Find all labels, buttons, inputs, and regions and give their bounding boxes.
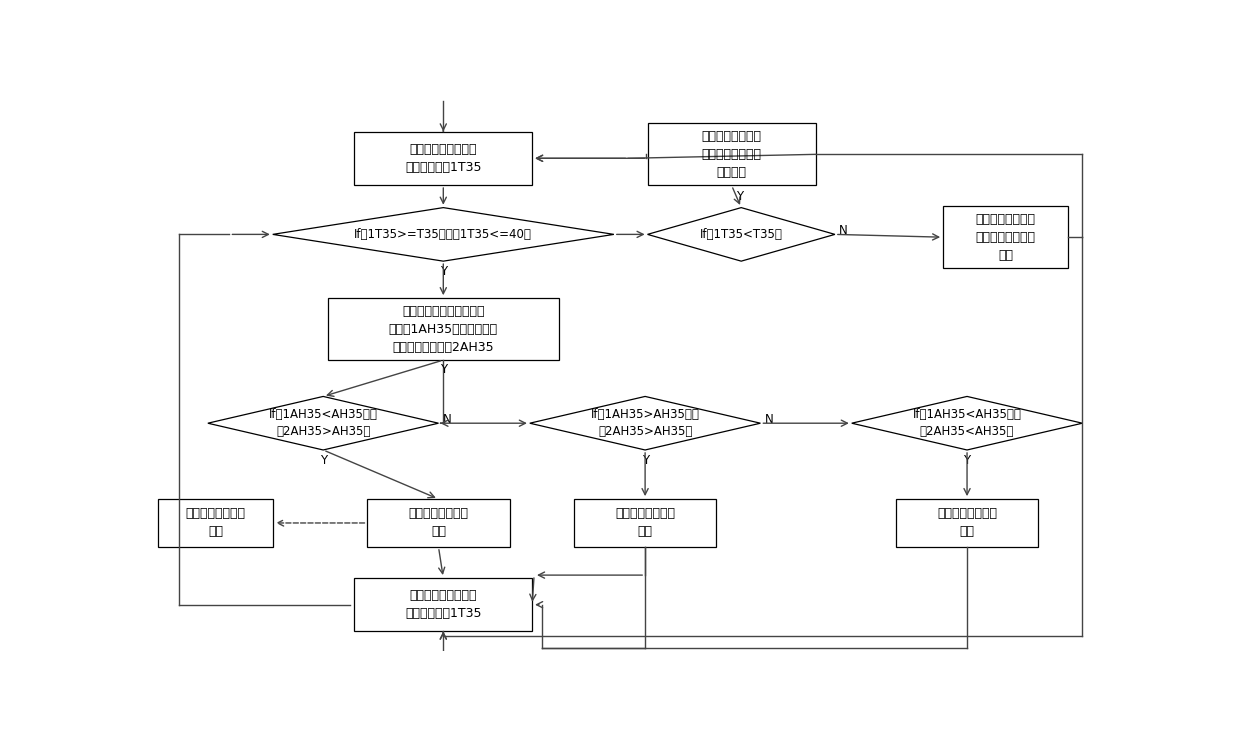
Polygon shape [529, 397, 760, 450]
Text: N: N [765, 413, 774, 426]
Bar [897, 499, 1038, 547]
Polygon shape [852, 397, 1083, 450]
Bar [355, 132, 532, 185]
Bar [355, 578, 532, 632]
Text: If（1AH35<AH35）且
（2AH35<AH35）: If（1AH35<AH35）且 （2AH35<AH35） [913, 408, 1022, 438]
Polygon shape [208, 397, 439, 450]
Text: N: N [839, 224, 848, 237]
Bar [157, 499, 273, 547]
Text: Y: Y [735, 190, 743, 203]
Text: Y: Y [320, 454, 326, 467]
Text: 获取第一温湿度采集装置
湿度倃1AH35和第二温湿度
采集装置的湿度倃2AH35: 获取第一温湿度采集装置 湿度倃1AH35和第二温湿度 采集装置的湿度倃2AH35 [388, 305, 498, 354]
Bar [574, 499, 717, 547]
Text: 维续增加第二加热
装置和第一加热装
置的功率: 维续增加第二加热 装置和第一加热装 置的功率 [702, 130, 761, 179]
Text: 提高第一加热装置
功率: 提高第一加热装置 功率 [408, 507, 469, 539]
Text: 增大第二加热装置
功率: 增大第二加热装置 功率 [937, 507, 997, 539]
Bar [327, 298, 558, 360]
Polygon shape [647, 208, 835, 261]
Polygon shape [273, 208, 614, 261]
Text: 降低第一加热装置
功率: 降低第一加热装置 功率 [615, 507, 675, 539]
Text: If（1AH35>AH35）且
（2AH35>AH35）: If（1AH35>AH35）且 （2AH35>AH35） [590, 408, 699, 438]
Text: 增大第二加热装置
功率: 增大第二加热装置 功率 [186, 507, 246, 539]
Text: 获取第一温湿度采集
装置的温度倃1T35: 获取第一温湿度采集 装置的温度倃1T35 [405, 589, 481, 620]
Text: If（1AH35<AH35）且
（2AH35>AH35）: If（1AH35<AH35）且 （2AH35>AH35） [269, 408, 378, 438]
Text: Y: Y [641, 454, 649, 467]
Text: 获取第一温湿度采集
装置的温度倃1T35: 获取第一温湿度采集 装置的温度倃1T35 [405, 143, 481, 173]
Bar [944, 206, 1068, 268]
Bar [367, 499, 510, 547]
Text: 降低第二加热装置
和第一加热装置的
功率: 降低第二加热装置 和第一加热装置的 功率 [976, 213, 1035, 262]
Text: Y: Y [440, 363, 446, 376]
Text: If（1T35<T35）: If（1T35<T35） [699, 228, 782, 241]
Text: Y: Y [440, 266, 446, 278]
Text: N: N [444, 413, 453, 426]
Text: Y: Y [963, 454, 971, 467]
Bar [647, 124, 816, 185]
Text: If（1T35>=T35）且（1T35<=40）: If（1T35>=T35）且（1T35<=40） [355, 228, 532, 241]
